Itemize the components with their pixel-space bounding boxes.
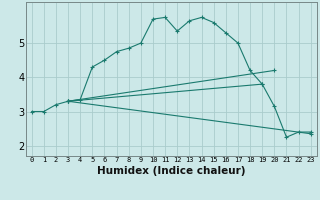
X-axis label: Humidex (Indice chaleur): Humidex (Indice chaleur) xyxy=(97,166,245,176)
